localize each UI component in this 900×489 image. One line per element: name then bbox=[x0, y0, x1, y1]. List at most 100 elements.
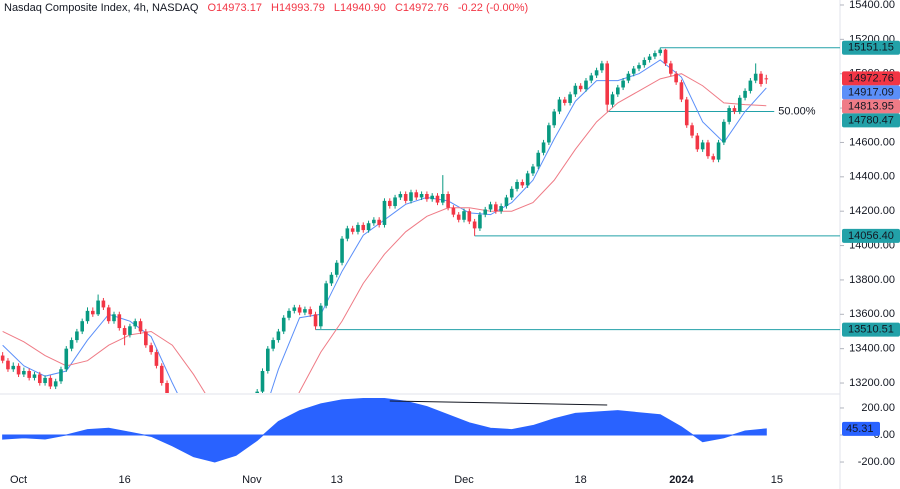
candle-body bbox=[759, 73, 763, 85]
candle-body bbox=[64, 348, 69, 370]
candle-body bbox=[499, 206, 503, 212]
candle-body bbox=[165, 383, 169, 393]
candle-body bbox=[181, 421, 185, 435]
y-tick-label: 13800.00 bbox=[849, 274, 895, 286]
candle-body bbox=[80, 321, 84, 332]
x-tick-label: Oct bbox=[10, 474, 27, 486]
candle-body bbox=[706, 142, 710, 157]
candle-body bbox=[122, 328, 127, 335]
candle-body bbox=[414, 192, 419, 198]
x-tick-label: 16 bbox=[118, 474, 130, 486]
candle-body bbox=[621, 80, 625, 88]
candle-body bbox=[626, 73, 631, 81]
y2-tick-label: -200.00 bbox=[858, 456, 895, 468]
candle-body bbox=[255, 391, 259, 393]
candle-body bbox=[260, 371, 265, 392]
candle-body bbox=[91, 310, 95, 315]
candle-body bbox=[313, 314, 318, 327]
last-price-tag: 14972.76 bbox=[848, 72, 894, 84]
candle-body bbox=[690, 125, 694, 136]
x-tick-label: 15 bbox=[771, 474, 783, 486]
candle-body bbox=[711, 156, 716, 160]
level-tag: 15151.15 bbox=[848, 42, 894, 54]
candle-body bbox=[101, 300, 106, 308]
ma-tag-bg bbox=[842, 85, 900, 100]
candle-body bbox=[16, 365, 21, 375]
candle-body bbox=[573, 85, 578, 95]
candle-body bbox=[85, 310, 90, 322]
y-tick-label: 13400.00 bbox=[849, 343, 895, 355]
candle-body bbox=[350, 228, 355, 232]
candle-body bbox=[229, 469, 233, 472]
oscillator-area bbox=[2, 398, 767, 463]
candle-body bbox=[647, 56, 652, 60]
ma-tag-bg bbox=[842, 99, 900, 114]
candle-body bbox=[43, 377, 47, 384]
candle-body bbox=[377, 219, 381, 225]
candle-body bbox=[0, 355, 5, 361]
candle-body bbox=[541, 142, 546, 153]
level-tag-bg bbox=[842, 322, 900, 337]
candle-body bbox=[456, 214, 461, 220]
candle-body bbox=[144, 331, 148, 346]
candle-body bbox=[684, 99, 689, 126]
candle-body bbox=[536, 152, 541, 167]
candle-body bbox=[547, 125, 551, 143]
level-tag-bg bbox=[842, 40, 900, 55]
fib-tag: 14780.47 bbox=[848, 114, 894, 126]
candle-body bbox=[472, 221, 477, 229]
candle-body bbox=[441, 194, 445, 203]
candle-body bbox=[276, 331, 281, 341]
candle-body bbox=[22, 371, 26, 375]
candle-body bbox=[69, 340, 74, 349]
candle-body bbox=[159, 365, 164, 384]
candle-body bbox=[674, 73, 678, 83]
candle-body bbox=[32, 374, 37, 378]
y-tick-label: 13600.00 bbox=[849, 308, 895, 320]
header-low: L14940.90 bbox=[333, 2, 386, 14]
candle-body bbox=[748, 80, 753, 91]
candle-body bbox=[250, 409, 254, 426]
candle-body bbox=[653, 53, 657, 57]
oscillator-trendline bbox=[389, 400, 608, 406]
candle-body bbox=[425, 194, 429, 200]
candle-body bbox=[340, 238, 344, 263]
candle-body bbox=[398, 194, 403, 198]
candle-body bbox=[271, 340, 275, 349]
y-tick-label: 14200.00 bbox=[849, 205, 895, 217]
x-tick-label: Nov bbox=[242, 474, 262, 486]
candle-body bbox=[610, 94, 615, 105]
candle-body bbox=[605, 63, 609, 105]
candle-body bbox=[562, 99, 567, 103]
candle-body bbox=[419, 194, 424, 198]
candle-body bbox=[616, 87, 620, 95]
candle-body bbox=[6, 360, 10, 370]
candle-body bbox=[467, 211, 472, 222]
candle-body bbox=[154, 352, 159, 366]
oscillator-panel bbox=[2, 398, 767, 463]
candle-body bbox=[117, 314, 122, 329]
candle-body bbox=[266, 348, 270, 372]
candle-body bbox=[356, 224, 360, 232]
candle-body bbox=[435, 195, 440, 203]
candle-body bbox=[722, 121, 726, 143]
x-tick-label: 2024 bbox=[669, 474, 694, 486]
candle-body bbox=[96, 300, 100, 315]
candle-body bbox=[112, 314, 116, 322]
candle-body bbox=[281, 317, 286, 332]
candle-body bbox=[75, 331, 79, 341]
price-panel: 50.00% bbox=[0, 47, 840, 489]
candle-body bbox=[245, 426, 249, 435]
candle-body bbox=[48, 377, 53, 387]
header: Nasdaq Composite Index, 4h, NASDAQ O1497… bbox=[4, 2, 534, 14]
candle-body bbox=[218, 483, 222, 489]
candle-body bbox=[515, 181, 519, 189]
candle-body bbox=[520, 181, 525, 186]
candle-body bbox=[669, 63, 673, 74]
level-tag: 13510.51 bbox=[848, 324, 894, 336]
oscillator-tag: 45.31 bbox=[846, 423, 874, 435]
candle-body bbox=[488, 204, 493, 210]
candle-body bbox=[509, 188, 514, 198]
